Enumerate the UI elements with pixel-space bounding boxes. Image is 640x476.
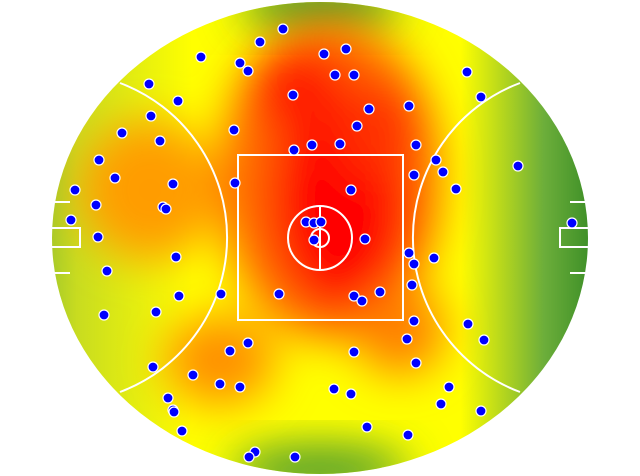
point (187, 369, 199, 381)
point (242, 65, 254, 77)
point (410, 139, 422, 151)
point (403, 247, 415, 259)
point (229, 177, 241, 189)
point (160, 203, 172, 215)
point (195, 51, 207, 63)
point (359, 233, 371, 245)
point (308, 234, 320, 246)
point (90, 199, 102, 211)
point (475, 91, 487, 103)
point (361, 421, 373, 433)
point (176, 425, 188, 437)
point (437, 166, 449, 178)
point (65, 214, 77, 226)
point (340, 43, 352, 55)
point (374, 286, 386, 298)
point (170, 251, 182, 263)
point (306, 139, 318, 151)
point (566, 217, 578, 229)
point (356, 295, 368, 307)
point (443, 381, 455, 393)
point (234, 381, 246, 393)
point (348, 69, 360, 81)
point (345, 388, 357, 400)
point (408, 315, 420, 327)
point (147, 361, 159, 373)
point (234, 57, 246, 69)
field-lines (52, 82, 588, 393)
point (154, 135, 166, 147)
point (363, 103, 375, 115)
point (462, 318, 474, 330)
point (478, 334, 490, 346)
point (243, 451, 255, 463)
point (288, 144, 300, 156)
point (116, 127, 128, 139)
point (242, 337, 254, 349)
point (109, 172, 121, 184)
point (93, 154, 105, 166)
point (345, 184, 357, 196)
point (475, 405, 487, 417)
point (410, 357, 422, 369)
point (162, 392, 174, 404)
point (408, 169, 420, 181)
point (406, 279, 418, 291)
point (435, 398, 447, 410)
point (334, 138, 346, 150)
point (402, 429, 414, 441)
point (287, 89, 299, 101)
point (277, 23, 289, 35)
point (329, 69, 341, 81)
point (168, 406, 180, 418)
point (215, 288, 227, 300)
point (172, 95, 184, 107)
point (351, 120, 363, 132)
point (430, 154, 442, 166)
point (254, 36, 266, 48)
point (150, 306, 162, 318)
point (403, 100, 415, 112)
point (512, 160, 524, 172)
point (428, 252, 440, 264)
point (408, 258, 420, 270)
point (167, 178, 179, 190)
point (273, 288, 285, 300)
point (461, 66, 473, 78)
point (69, 184, 81, 196)
points (65, 23, 578, 463)
point (289, 451, 301, 463)
point (101, 265, 113, 277)
point (143, 78, 155, 90)
point (228, 124, 240, 136)
point (328, 383, 340, 395)
point (214, 378, 226, 390)
point (348, 290, 360, 302)
point (145, 110, 157, 122)
point (348, 346, 360, 358)
point (318, 48, 330, 60)
point (450, 183, 462, 195)
point (401, 333, 413, 345)
point (315, 216, 327, 228)
point (98, 309, 110, 321)
point (224, 345, 236, 357)
point (173, 290, 185, 302)
point (92, 231, 104, 243)
